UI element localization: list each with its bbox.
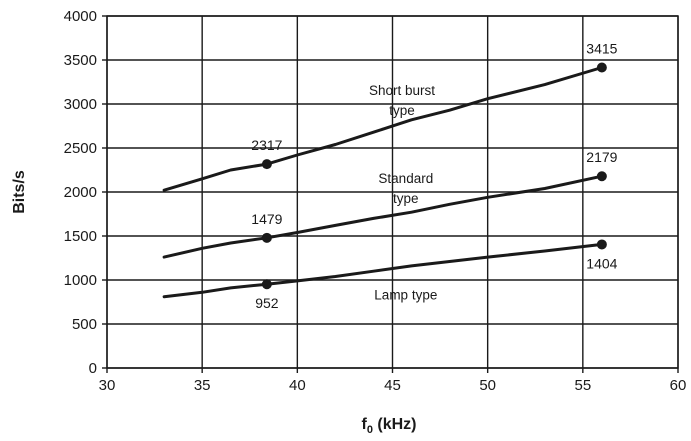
data-label-2-2: 2179: [586, 149, 617, 165]
y-tick-label-3500: 3500: [64, 52, 97, 69]
data-label-3-1: 952: [255, 295, 279, 311]
data-label-3-2: 1404: [586, 255, 617, 271]
series-label-1-line-1: Short burst: [369, 83, 435, 98]
x-tick-label-60: 60: [670, 377, 687, 394]
x-tick-label-55: 55: [574, 377, 591, 394]
x-axis-title-suffix: (kHz): [373, 416, 417, 433]
series-label-3: Lamp type: [374, 287, 437, 302]
y-tick-label-3000: 3000: [64, 96, 97, 113]
series-label-3-line-1: Lamp type: [374, 287, 437, 302]
data-label-1-1: 2317: [251, 137, 282, 153]
data-point-2-1: [261, 232, 272, 243]
x-tick-label-35: 35: [194, 377, 211, 394]
y-tick-label-1500: 1500: [64, 228, 97, 245]
x-axis-title-main: f: [361, 416, 367, 433]
series-label-2-line-1: Standard: [378, 171, 433, 186]
data-point-3-1: [261, 279, 272, 290]
series-label-2: Standard type: [378, 171, 433, 206]
data-label-1-2: 3415: [586, 40, 617, 56]
series-line-1: [162, 66, 604, 192]
series-group: [162, 62, 607, 299]
series-label-1-line-2: type: [389, 103, 415, 118]
x-axis-ticks: 30 35 40 45 50 55 60: [99, 368, 687, 394]
x-tick-label-50: 50: [479, 377, 496, 394]
y-tick-label-4000: 4000: [64, 8, 97, 25]
annotations: 2317 3415 Short burst type 1479 2179 Standard t…: [251, 40, 617, 311]
x-tick-label-30: 30: [99, 377, 116, 394]
x-axis-title-subscript: 0: [367, 424, 373, 436]
data-point-1-1: [261, 159, 272, 170]
series-line-2: [162, 174, 604, 259]
data-point-3-2: [596, 239, 607, 250]
x-axis-title: f0 (kHz): [361, 416, 416, 436]
y-tick-label-2000: 2000: [64, 184, 97, 201]
y-tick-label-0: 0: [89, 360, 97, 377]
data-label-2-1: 1479: [251, 211, 282, 227]
y-axis-title: Bits/s: [11, 170, 28, 214]
y-tick-label-500: 500: [72, 316, 97, 333]
x-tick-label-45: 45: [384, 377, 401, 394]
data-point-2-2: [596, 171, 607, 182]
y-tick-label-2500: 2500: [64, 140, 97, 157]
data-point-1-2: [596, 62, 607, 73]
x-tick-label-40: 40: [289, 377, 306, 394]
series-label-1: Short burst type: [369, 83, 435, 118]
y-tick-label-1000: 1000: [64, 272, 97, 289]
y-axis-ticks: 0 500 1000 1500 2000 2500 3000 3500 4000: [64, 8, 107, 377]
series-line-3: [162, 242, 604, 299]
series-label-2-line-2: type: [393, 191, 419, 206]
